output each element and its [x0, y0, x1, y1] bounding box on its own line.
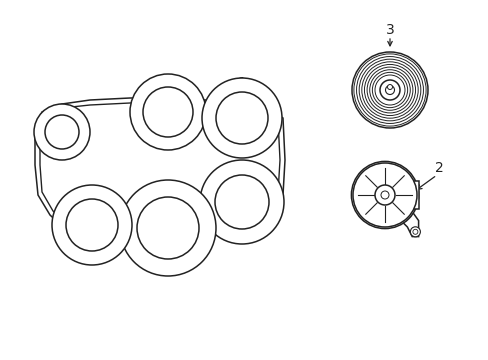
Circle shape: [351, 52, 427, 128]
Circle shape: [137, 197, 199, 259]
Circle shape: [34, 104, 90, 160]
Circle shape: [200, 160, 284, 244]
Circle shape: [351, 161, 418, 229]
Circle shape: [120, 180, 216, 276]
Circle shape: [379, 80, 399, 100]
Circle shape: [142, 87, 193, 137]
Circle shape: [352, 163, 416, 227]
Text: 1: 1: [237, 76, 246, 90]
Circle shape: [409, 227, 420, 237]
Circle shape: [130, 74, 205, 150]
Text: 2: 2: [434, 161, 443, 175]
Circle shape: [380, 191, 388, 199]
Circle shape: [45, 115, 79, 149]
Polygon shape: [400, 210, 418, 237]
Circle shape: [412, 229, 417, 234]
Circle shape: [385, 86, 394, 95]
Circle shape: [52, 185, 132, 265]
Circle shape: [386, 85, 392, 90]
Circle shape: [215, 175, 268, 229]
Circle shape: [374, 185, 394, 205]
Circle shape: [66, 199, 118, 251]
Text: 3: 3: [385, 23, 393, 37]
Circle shape: [202, 78, 282, 158]
Bar: [400, 181, 418, 210]
Circle shape: [216, 92, 267, 144]
